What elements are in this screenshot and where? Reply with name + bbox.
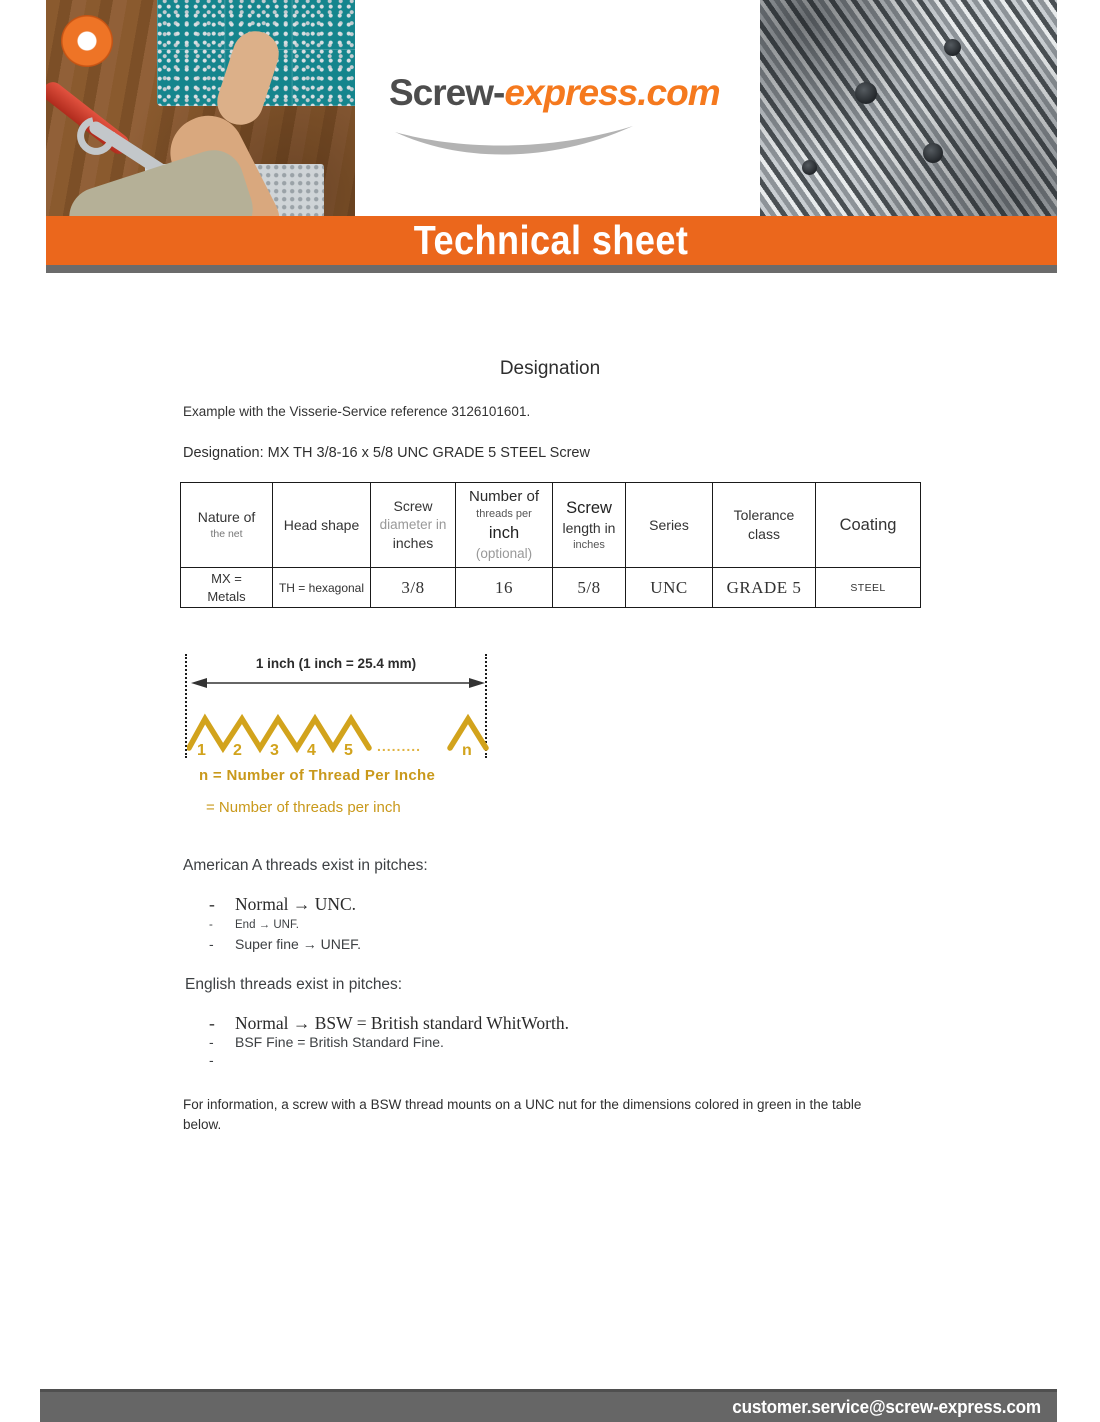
screw-head — [801, 159, 817, 175]
cell-series: UNC — [625, 566, 713, 609]
thread-number: 3 — [270, 742, 279, 758]
col-length: Screw length in inches — [552, 482, 626, 568]
col-nature: Nature of the net — [180, 482, 273, 568]
table-header-row: Nature of the net Head shape Screw diame… — [180, 482, 921, 568]
contact-email: customer.service@screw-express.com — [732, 1396, 1041, 1417]
logo-part-screw: Screw- — [389, 72, 505, 113]
cell-diameter: 3/8 — [370, 566, 456, 609]
info-note: For information, a screw with a BSW thre… — [183, 1097, 862, 1132]
list-item-text: Super fine → UNEF. — [235, 936, 362, 952]
col-series: Series — [625, 482, 713, 568]
designation-table: Nature of the net Head shape Screw diame… — [180, 482, 921, 609]
thread-pitch-diagram: 1 inch (1 inch = 25.4 mm) 1 2 3 4 5 ....… — [185, 654, 489, 758]
cell-head-shape: TH = hexagonal — [272, 566, 371, 609]
banner-title: Technical sheet — [414, 217, 689, 263]
banner: Technical sheet — [46, 216, 1057, 265]
cell-nature: MX = Metals — [180, 566, 273, 609]
list-item: - Normal → UNC. — [209, 894, 356, 915]
list-item: - BSF Fine = British Standard Fine. — [209, 1034, 444, 1050]
american-threads-heading: American A threads exist in pitches: — [183, 857, 428, 874]
logo: Screw-express.com — [355, 0, 760, 216]
cell-length: 5/8 — [552, 566, 626, 609]
thread-zigzag: 1 2 3 4 5 ......... n — [187, 713, 489, 758]
screw-head — [855, 82, 878, 105]
footer-bar: customer.service@screw-express.com — [40, 1389, 1057, 1422]
screw-head — [923, 142, 944, 163]
bullet-dash: - — [209, 919, 213, 931]
tape-measure — [61, 15, 114, 68]
screw-head — [944, 38, 962, 56]
bullet-dash: - — [209, 894, 215, 914]
bullet-dash: - — [209, 936, 214, 952]
list-item-text: Normal → BSW = British standard WhitWort… — [235, 1013, 569, 1033]
list-item: - End → UNF. — [209, 919, 299, 931]
example-line: Example with the Visserie-Service refere… — [183, 404, 531, 419]
col-coating: Coating — [815, 482, 921, 568]
list-item-text: End → UNF. — [235, 919, 299, 931]
col-diameter: Screw diameter in inches — [370, 482, 456, 568]
table-data-row: MX = Metals TH = hexagonal 3/8 16 5/8 UN… — [180, 566, 921, 609]
list-item: - Super fine → UNEF. — [209, 936, 361, 952]
workbench-photo — [46, 0, 355, 216]
banner-underline — [46, 265, 1057, 273]
thread-number: 4 — [307, 742, 316, 758]
header: Screw-express.com — [46, 0, 1057, 216]
designation-line: Designation: MX TH 3/8-16 x 5/8 UNC GRAD… — [183, 445, 590, 461]
cell-threads: 16 — [455, 566, 553, 609]
col-threads: Number of threads per inch (optional) — [455, 482, 553, 568]
bullet-dash: - — [209, 1034, 214, 1050]
list-item: - — [209, 1052, 235, 1068]
bullet-dash: - — [209, 1052, 214, 1068]
thread-number-n: n — [462, 742, 472, 758]
logo-text: Screw-express.com — [389, 72, 749, 114]
thread-number: 1 — [197, 742, 206, 758]
list-item: - Normal → BSW = British standard WhitWor… — [209, 1013, 569, 1034]
page-title: Designation — [499, 358, 601, 379]
ellipsis-dots: ......... — [377, 738, 421, 754]
dimension-arrow — [191, 678, 485, 688]
inch-dimension-label: 1 inch (1 inch = 25.4 mm) — [255, 656, 417, 671]
logo-swoosh — [395, 126, 633, 155]
english-threads-heading: English threads exist in pitches: — [185, 976, 403, 993]
diagram-caption-1: n = Number of Thread Per Inche — [199, 767, 436, 784]
bullet-dash: - — [209, 1013, 215, 1033]
col-head-shape: Head shape — [272, 482, 371, 568]
thread-number: 2 — [233, 742, 242, 758]
list-item-text: BSF Fine = British Standard Fine. — [235, 1034, 444, 1050]
screws-pile-photo — [760, 0, 1057, 216]
list-item-text: Normal → UNC. — [235, 894, 357, 914]
cell-tolerance: GRADE 5 — [712, 566, 816, 609]
col-tolerance: Tolerance class — [712, 482, 816, 568]
thread-number: 5 — [344, 742, 353, 758]
diagram-caption-2: = Number of threads per inch — [206, 799, 401, 816]
logo-part-express: express.com — [504, 72, 720, 113]
cell-coating: STEEL — [815, 566, 921, 609]
